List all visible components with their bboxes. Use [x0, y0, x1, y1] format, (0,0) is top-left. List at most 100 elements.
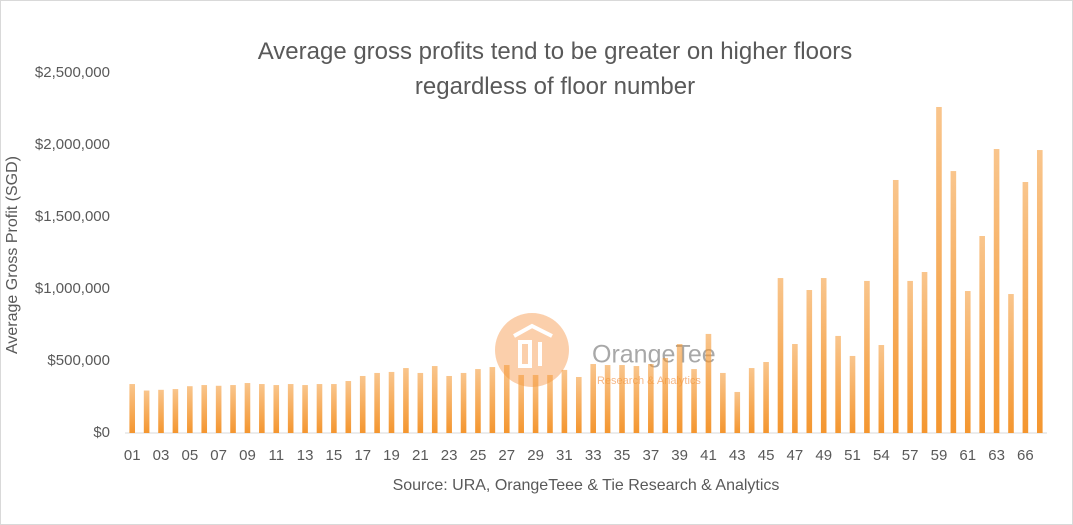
x-tick-label: 61: [959, 447, 976, 464]
bar: [403, 368, 409, 433]
bar: [907, 280, 913, 433]
x-tick-label: 29: [527, 447, 544, 464]
bar: [705, 333, 712, 433]
bar: [475, 369, 481, 433]
bar: [892, 179, 899, 433]
bar: [964, 291, 971, 433]
bar: [993, 149, 1000, 434]
bar: [849, 355, 856, 433]
watermark-name: OrangeTee: [592, 341, 716, 369]
bar: [835, 335, 841, 433]
x-tick-label: 01: [124, 447, 141, 464]
x-tick-label: 25: [470, 447, 487, 464]
bar: [792, 344, 798, 433]
x-tick-label: 54: [873, 447, 890, 464]
y-tick-label: $1,500,000: [35, 208, 110, 225]
x-tick-label: 66: [1017, 447, 1034, 464]
x-tick-label: 15: [326, 447, 343, 464]
x-tick-label: 11: [268, 447, 284, 464]
x-tick-label: 51: [844, 447, 861, 464]
x-tick-label: 39: [671, 447, 688, 464]
bar: [143, 390, 150, 433]
x-tick-label: 37: [642, 447, 659, 464]
bar: [345, 381, 352, 433]
y-tick-label: $2,000,000: [35, 136, 110, 153]
bar: [676, 344, 683, 433]
bar: [547, 374, 553, 433]
x-tick-label: 45: [758, 447, 775, 464]
bar: [575, 376, 582, 433]
y-tick-label: $500,000: [47, 352, 110, 369]
x-tick-label: 17: [354, 447, 371, 464]
bar: [331, 384, 337, 433]
bar: [187, 386, 193, 433]
bar: [446, 375, 452, 433]
bar: [129, 384, 136, 433]
bar: [259, 384, 265, 433]
x-tick-label: 13: [297, 447, 314, 464]
bar: [950, 171, 957, 433]
bar: [561, 369, 568, 433]
bar: [1008, 294, 1014, 433]
bar: [201, 385, 208, 433]
bar: [230, 385, 236, 433]
x-tick-label: 03: [153, 447, 170, 464]
bar: [172, 389, 179, 433]
bar: [316, 384, 323, 433]
bar: [273, 385, 280, 433]
bar: [417, 372, 424, 433]
x-axis-label: Source: URA, OrangeTeee & Tie Research &…: [393, 477, 780, 494]
bar: [734, 391, 741, 433]
bar: [590, 364, 597, 433]
bar: [431, 366, 438, 433]
x-tick-label: 07: [210, 447, 227, 464]
x-tick-label: 05: [181, 447, 198, 464]
watermark-logo-glyph: [513, 323, 553, 368]
bar: [820, 278, 827, 433]
x-tick-label: 41: [700, 447, 717, 464]
x-tick-label: 31: [556, 447, 573, 464]
bar: [691, 369, 697, 433]
x-tick-label: 59: [931, 447, 948, 464]
bar: [878, 345, 885, 433]
bar: [359, 375, 366, 433]
x-tick-label: 09: [239, 447, 256, 464]
bar: [518, 374, 524, 433]
bar: [662, 357, 669, 433]
bar: [532, 374, 539, 433]
bar: [244, 383, 251, 433]
x-tick-label: 57: [902, 447, 919, 464]
bar: [921, 272, 928, 433]
bar: [748, 368, 755, 433]
bar: [763, 362, 769, 433]
x-tick-label: 19: [383, 447, 400, 464]
bar: [936, 106, 942, 433]
bar: [503, 365, 510, 433]
x-tick-label: 23: [441, 447, 458, 464]
x-tick-label: 63: [988, 447, 1005, 464]
x-tick-label: 21: [412, 447, 429, 464]
x-tick-label: 35: [614, 447, 631, 464]
chart-title: Average gross profits tend to be greater…: [257, 38, 853, 100]
x-tick-label: 27: [498, 447, 515, 464]
bar: [648, 364, 654, 433]
bar: [215, 385, 222, 433]
bar: [1036, 150, 1043, 434]
bar: [287, 384, 294, 433]
bar: [619, 365, 625, 433]
x-tick-label: 43: [729, 447, 746, 464]
bar: [604, 365, 611, 433]
y-tick-label: $1,000,000: [35, 280, 110, 297]
bar: [1022, 182, 1029, 433]
bar: [489, 367, 496, 433]
y-axis-label: Average Gross Profit (SGD): [4, 156, 21, 354]
bar: [633, 366, 640, 433]
bar: [979, 236, 985, 433]
bar: [460, 372, 467, 433]
y-tick-label: $0: [93, 424, 110, 441]
bar: [302, 385, 308, 433]
bar: [864, 280, 870, 433]
bar: [806, 290, 813, 433]
y-tick-label: $2,500,000: [35, 64, 110, 81]
